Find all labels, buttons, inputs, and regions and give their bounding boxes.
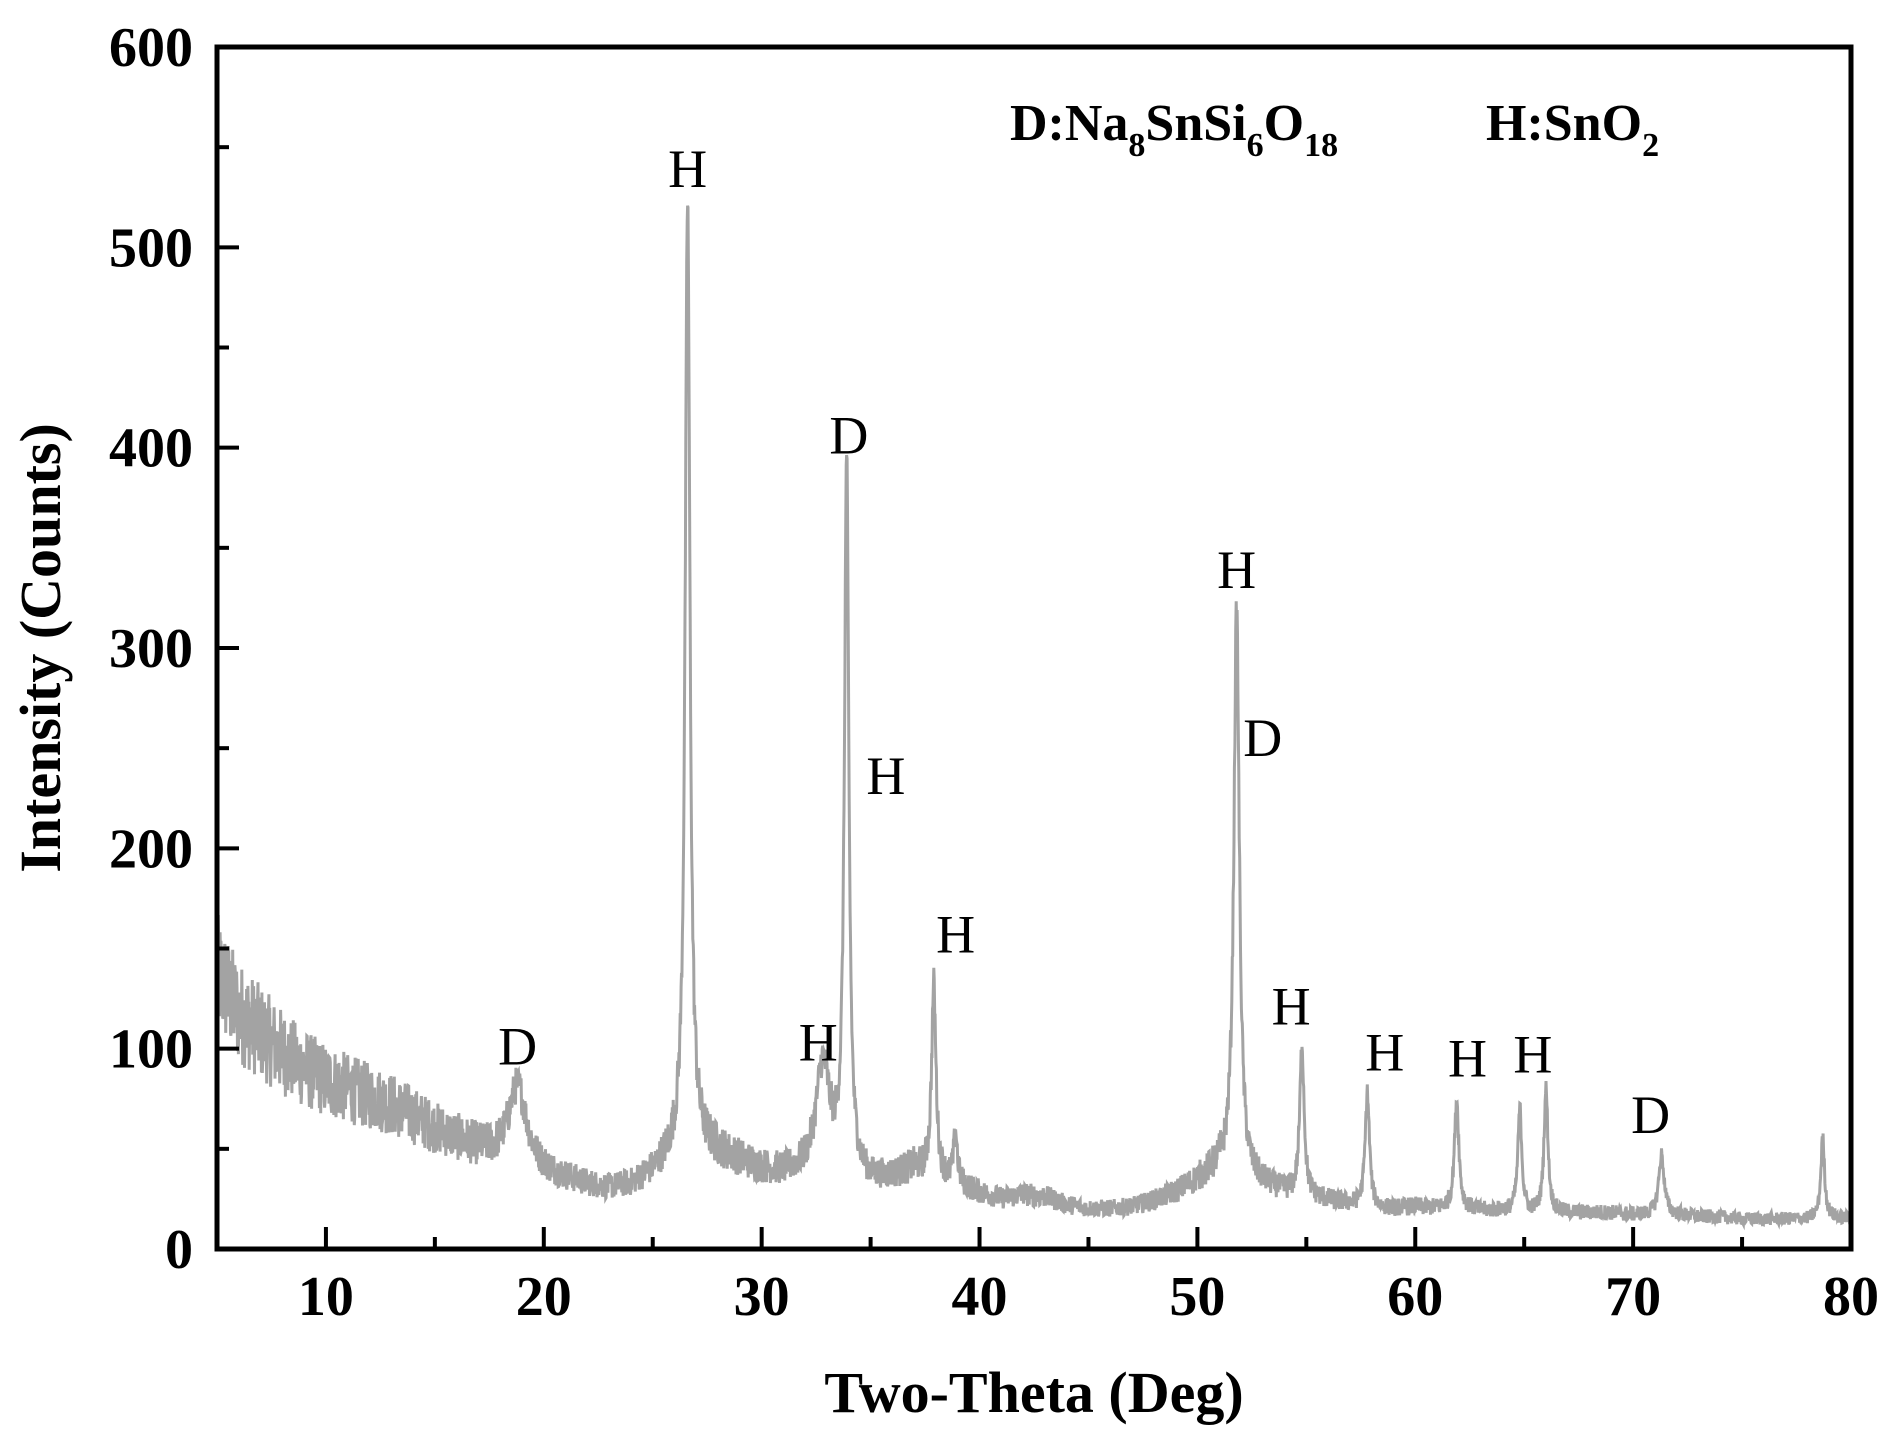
peak-label: H (1217, 540, 1256, 600)
peak-label: H (1448, 1029, 1487, 1089)
y-tick-label: 400 (109, 418, 193, 480)
x-axis-tick-labels: 10 20 30 40 50 60 70 80 (298, 1266, 1879, 1328)
peak-label: H (799, 1013, 838, 1073)
x-tick-label: 10 (298, 1266, 354, 1328)
peak-label: H (866, 746, 905, 806)
x-tick-label: 70 (1605, 1266, 1661, 1328)
x-tick-label: 40 (952, 1266, 1008, 1328)
x-axis-ticks (215, 1227, 1853, 1249)
y-tick-label: 500 (109, 217, 193, 279)
peak-label: D (1631, 1085, 1670, 1145)
y-tick-label: 600 (109, 17, 193, 79)
y-axis-ticks (217, 45, 239, 1251)
x-tick-label: 50 (1169, 1266, 1225, 1328)
y-tick-label: 100 (109, 1019, 193, 1081)
peak-label: D (498, 1017, 537, 1077)
xrd-pattern-line (215, 205, 1853, 1231)
y-axis-title: Intensity (Counts) (8, 423, 73, 873)
peak-label: D (1243, 708, 1282, 768)
y-tick-label: 300 (109, 618, 193, 680)
x-tick-label: 80 (1823, 1266, 1879, 1328)
peak-label: H (668, 139, 707, 199)
peak-label: H (1365, 1023, 1404, 1083)
plot-frame (214, 44, 1854, 1252)
phase-legend: D:Na8SnSi6O18 H:SnO2 (1010, 95, 1659, 164)
x-tick-label: 20 (516, 1266, 572, 1328)
peak-label: D (829, 406, 868, 466)
y-tick-label: 0 (165, 1219, 193, 1281)
legend-entry: H:SnO2 (1486, 95, 1659, 164)
x-axis-title: Two-Theta (Deg) (824, 1360, 1243, 1425)
peak-label: H (936, 905, 975, 965)
x-tick-label: 60 (1387, 1266, 1443, 1328)
peak-label: H (1513, 1025, 1552, 1085)
legend-entry: D:Na8SnSi6O18 (1010, 95, 1338, 164)
x-tick-label: 30 (734, 1266, 790, 1328)
y-axis-tick-labels: 0 100 200 300 400 500 600 (109, 17, 193, 1281)
peak-label: H (1272, 977, 1311, 1037)
y-tick-label: 200 (109, 818, 193, 880)
